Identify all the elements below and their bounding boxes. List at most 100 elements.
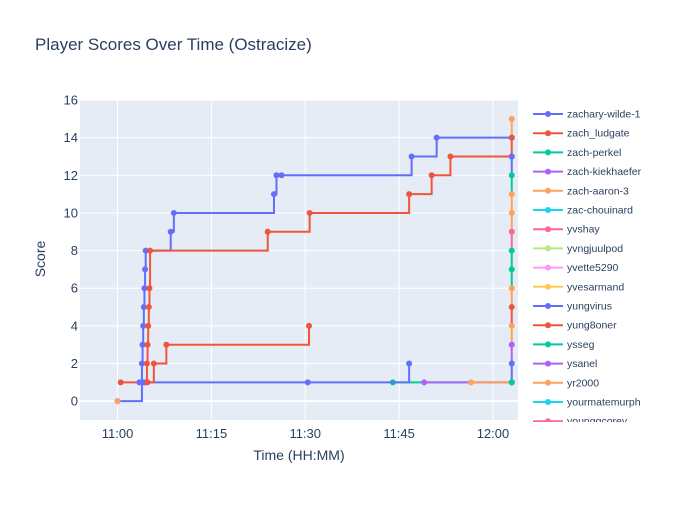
data-point[interactable] [150,360,157,367]
data-point[interactable] [163,341,170,348]
data-point[interactable] [144,379,151,386]
legend-item[interactable]: yvesarmand [533,281,624,293]
series-yung8oner [144,322,313,386]
data-point[interactable] [508,266,515,273]
data-point[interactable] [304,379,311,386]
data-point[interactable] [167,228,174,235]
chart-title: Player Scores Over Time (Ostracize) [35,35,312,54]
legend-item[interactable]: zach-aaron-3 [533,185,629,197]
data-point[interactable] [508,360,515,367]
data-point[interactable] [306,209,313,216]
data-point[interactable] [408,153,415,160]
data-point[interactable] [428,172,435,179]
legend-swatch-marker [545,149,551,156]
data-point[interactable] [433,134,440,141]
y-tick-label: 16 [64,93,78,108]
legend-item[interactable]: yungvirus [533,301,612,313]
legend-swatch-marker [545,187,551,194]
data-point[interactable] [278,172,285,179]
data-point[interactable] [114,398,121,405]
y-tick-label: 0 [71,394,78,409]
legend-item[interactable]: yourmatemurph [533,397,641,409]
data-point[interactable] [508,134,515,141]
data-point[interactable] [117,379,124,386]
data-point[interactable] [508,379,515,386]
data-point[interactable] [140,322,147,329]
data-point[interactable] [141,285,148,292]
legend[interactable]: zachary-wilde-1 zach_ludgate zach-perkel za… [533,109,642,428]
data-point[interactable] [447,153,454,160]
legend-swatch-marker [545,168,551,175]
data-point[interactable] [508,209,515,216]
legend-item[interactable]: zach_ludgate [533,128,630,140]
data-point[interactable] [142,247,149,254]
data-point[interactable] [170,209,177,216]
legend-label: yvette5290 [567,262,619,274]
legend-item[interactable]: zach-kiekhaefer [533,166,642,178]
data-point[interactable] [508,191,515,198]
y-tick-label: 10 [64,205,78,220]
series-line [120,155,512,384]
data-point[interactable] [136,379,143,386]
legend-label: zac-chouinard [567,205,633,217]
y-tick-label: 2 [71,356,78,371]
data-point[interactable] [264,228,271,235]
legend-item[interactable]: zach-perkel [533,147,621,159]
data-point[interactable] [421,379,428,386]
legend-label: yourmatemurph [567,397,641,409]
data-point[interactable] [140,304,147,311]
data-point[interactable] [143,360,150,367]
x-axis-ticks: 11:00 11:15 11:30 11:45 12:00 [102,426,509,441]
data-point[interactable] [406,191,413,198]
data-point[interactable] [145,322,152,329]
data-point[interactable] [144,341,151,348]
data-point[interactable] [508,115,515,122]
data-point[interactable] [508,322,515,329]
x-tick-label: 11:30 [289,426,321,441]
legend-item[interactable]: yung8oner [533,320,617,332]
data-point[interactable] [508,153,515,160]
x-axis-label: Time (HH:MM) [253,447,344,463]
data-point[interactable] [139,341,146,348]
legend-label: zach-kiekhaefer [567,166,642,178]
legend-item[interactable]: yvngjuulpod [533,243,623,255]
y-tick-label: 4 [71,318,78,333]
data-point[interactable] [508,172,515,179]
x-tick-label: 12:00 [477,426,510,441]
data-point[interactable] [468,379,475,386]
legend-item[interactable]: yvette5290 [533,262,619,274]
legend-swatch-marker [545,264,551,271]
legend-swatch-marker [545,341,551,348]
legend-item[interactable]: younggcorey [533,416,628,428]
data-point[interactable] [508,285,515,292]
data-point[interactable] [508,228,515,235]
legend-label: yvshay [567,224,600,236]
legend-item[interactable]: yvshay [533,224,600,236]
data-point[interactable] [142,266,149,273]
data-point[interactable] [145,304,152,311]
data-point[interactable] [273,172,280,179]
y-tick-label: 8 [71,243,78,258]
data-point[interactable] [146,285,153,292]
series-line [147,325,311,384]
legend-label: zach-aaron-3 [567,185,629,197]
legend-item[interactable]: ysseg [533,339,595,351]
data-point[interactable] [270,191,277,198]
legend-swatch-marker [545,245,551,252]
legend-item[interactable]: yr2000 [533,377,599,389]
legend-item[interactable]: ysanel [533,358,597,370]
data-point[interactable] [508,341,515,348]
legend-swatch-marker [545,303,551,309]
legend-swatch-marker [545,360,551,367]
data-point[interactable] [508,247,515,254]
data-point[interactable] [508,304,515,311]
legend-item[interactable]: zac-chouinard [533,205,633,217]
data-point[interactable] [406,360,413,367]
y-tick-label: 14 [64,130,78,145]
data-point[interactable] [138,360,145,367]
legend-item[interactable]: zachary-wilde-1 [533,109,641,121]
data-point[interactable] [306,322,313,329]
data-point[interactable] [147,247,154,254]
